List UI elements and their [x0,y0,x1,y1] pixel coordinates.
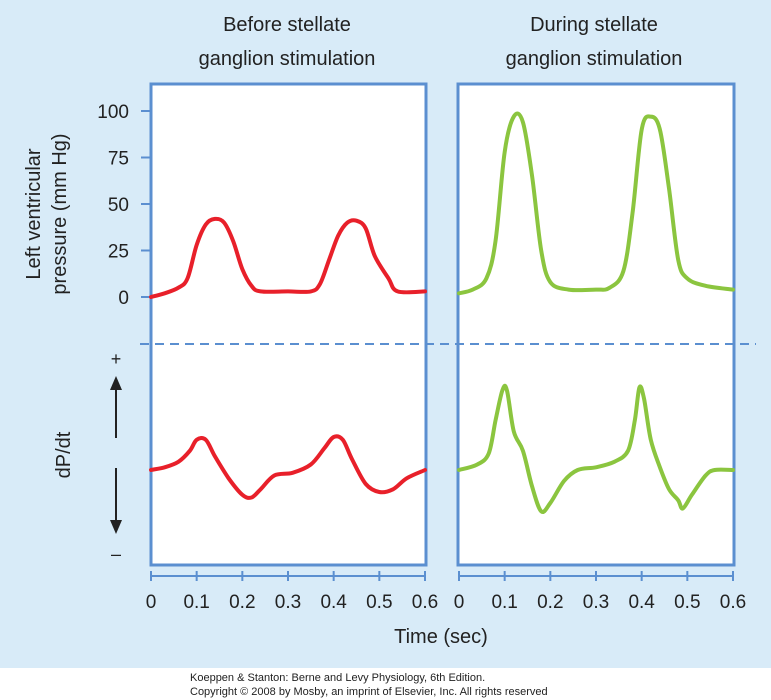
x-tick-label: 0.4 [628,592,655,613]
left-panel-title-line2: ganglion stimulation [199,48,376,70]
right-panel-title-line1: During stellate [530,14,658,36]
x-tick-label: 0.2 [537,592,563,613]
x-axes: 0 0.1 0.2 0.3 0.4 0.5 0.6 0 0.1 0.2 0.3 0.4 0.5 0.6 [146,571,746,613]
during-pressure-curve [457,111,735,296]
x-tick-label: 0.1 [183,592,209,613]
minus-sign: – [111,544,121,564]
right-panel-title-line2: ganglion stimulation [506,48,683,70]
credit-line1: Koeppen & Stanton: Berne and Levy Physio… [190,672,485,684]
before-dpdt-curve [149,434,427,500]
x-tick-label: 0 [454,592,465,613]
x-tick-label: 0.6 [720,592,746,613]
before-pressure-curve [149,216,427,299]
y-tick-label: 100 [97,102,129,123]
pressure-axis-label-line1: Left ventricular [23,148,45,280]
pressure-axis-label-line2: pressure (mm Hg) [49,133,71,294]
curves [149,111,735,514]
x-tick-label: 0.6 [412,592,438,613]
up-arrow-icon [110,376,122,390]
x-tick-label: 0.5 [366,592,392,613]
pressure-ticks: 100 75 50 25 0 [97,102,151,309]
x-tick-label: 0.3 [583,592,609,613]
plus-sign: + [111,349,122,369]
dpdt-axis-label: dP/dt [53,431,75,478]
right-panel [456,82,736,567]
y-tick-label: 75 [108,149,129,170]
x-tick-label: 0.2 [229,592,255,613]
y-tick-label: 0 [118,288,129,309]
left-panel-title-line1: Before stellate [223,14,351,36]
x-tick-label: 0 [146,592,157,613]
left-panel [149,82,428,567]
y-tick-label: 50 [108,195,129,216]
x-tick-label: 0.5 [674,592,700,613]
x-axis-label: Time (sec) [394,626,488,648]
y-tick-label: 25 [108,242,129,263]
credit-line2: Copyright © 2008 by Mosby, an imprint of… [190,686,548,698]
x-tick-label: 0.3 [275,592,301,613]
x-tick-label: 0.4 [320,592,347,613]
during-dpdt-curve [457,383,735,514]
credit-background [0,668,771,700]
x-tick-label: 0.1 [491,592,517,613]
down-arrow-icon [110,520,122,534]
